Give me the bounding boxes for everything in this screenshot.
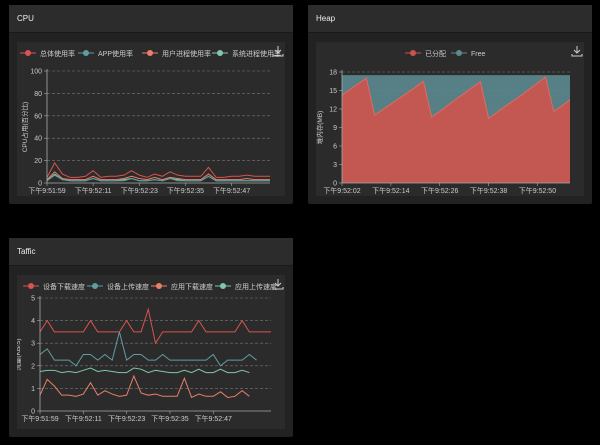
y-tick-label: 6 xyxy=(333,144,337,151)
legend-dot xyxy=(83,50,89,56)
legend-label: 设备下载速度 xyxy=(43,282,85,291)
legend-label: Free xyxy=(471,51,486,58)
legend-label: 应用上传速度 xyxy=(235,282,277,291)
legend-dot xyxy=(220,283,226,289)
download-glyph xyxy=(571,46,583,57)
legend-dot xyxy=(456,50,462,56)
series-line xyxy=(46,161,270,178)
x-tick-label: 下午9:52:26 xyxy=(421,186,458,195)
y-tick-label: 9 xyxy=(333,125,337,132)
card-title: Taffic xyxy=(9,238,293,266)
x-tick-label: 下午9:52:50 xyxy=(519,186,556,195)
card-title: CPU xyxy=(9,5,293,33)
x-tick-label: 下午9:52:47 xyxy=(195,414,232,423)
y-tick-label: 0 xyxy=(31,409,35,416)
legend-dot xyxy=(92,283,98,289)
series-line xyxy=(46,174,270,182)
download-icon[interactable] xyxy=(571,46,583,57)
x-tick-label: 下午9:52:23 xyxy=(108,414,145,423)
download-icon[interactable] xyxy=(272,279,284,290)
card-title: Heap xyxy=(308,5,592,33)
x-tick-label: 下午9:52:11 xyxy=(65,414,102,423)
y-axis-label: 流量(KB/S) xyxy=(17,338,22,370)
y-tick-label: 15 xyxy=(329,88,337,95)
y-tick-label: 12 xyxy=(329,107,337,114)
legend-dot xyxy=(156,283,162,289)
download-glyph xyxy=(272,279,284,290)
y-tick-label: 80 xyxy=(34,91,42,98)
heap-card: Heap 已分配 Free 0 3 6 9 12 15 18 堆内存(MB) 下午9:52:02 下午… xyxy=(308,5,592,204)
y-axis-label: 堆内存(MB) xyxy=(316,111,324,145)
x-tick-label: 下午9:52:14 xyxy=(372,186,409,195)
x-tick-label: 下午9:52:23 xyxy=(121,186,158,195)
legend-dot xyxy=(217,50,223,56)
y-tick-label: 0 xyxy=(333,181,337,188)
legend-dot xyxy=(147,50,153,56)
series-line xyxy=(39,367,250,374)
y-tick-label: 18 xyxy=(329,70,337,77)
series-line xyxy=(39,307,271,345)
legend-label: 系统进程使用率 xyxy=(232,49,281,58)
legend-dot xyxy=(28,283,34,289)
cpu-chart: 总体使用率 APP使用率 用户进程使用率 系统进程使用率 0 20 40 60 80 100 CPU… xyxy=(17,42,285,196)
y-tick-label: 3 xyxy=(31,341,35,348)
y-tick-label: 2 xyxy=(31,363,35,370)
y-axis-label: CPU占用(百分比) xyxy=(20,102,29,153)
traffic-card: Taffic 设备下载速度 设备上传速度 应用下载速度 应用上传速度 0 1 2 3 4 5 流量(… xyxy=(9,238,293,437)
x-tick-label: 下午9:52:35 xyxy=(167,186,204,195)
y-tick-label: 60 xyxy=(34,113,42,120)
allocated-line xyxy=(341,76,571,120)
x-tick-label: 下午9:52:11 xyxy=(75,186,112,195)
legend-label: APP使用率 xyxy=(98,49,133,58)
series-line xyxy=(39,374,250,399)
x-tick-label: 下午9:52:02 xyxy=(323,186,360,195)
x-tick-label: 下午9:52:35 xyxy=(151,414,188,423)
legend-label: 设备上传速度 xyxy=(107,282,149,291)
y-tick-label: 100 xyxy=(30,69,42,76)
y-tick-label: 0 xyxy=(38,181,42,188)
legend-dot xyxy=(410,50,416,56)
traffic-chart: 设备下载速度 设备上传速度 应用下载速度 应用上传速度 0 1 2 3 4 5 流量(KB/S) 下午… xyxy=(17,275,285,429)
allocated-area xyxy=(342,76,570,183)
cpu-card: CPU 总体使用率 APP使用率 用户进程使用率 系统进程使用率 0 20 40 60 80 10… xyxy=(9,5,293,204)
x-tick-label: 下午9:51:59 xyxy=(28,186,65,195)
legend-label: 用户进程使用率 xyxy=(162,49,211,58)
download-glyph xyxy=(272,46,284,57)
y-tick-label: 5 xyxy=(31,296,35,303)
y-tick-label: 4 xyxy=(31,318,35,325)
series-line xyxy=(46,171,270,181)
series-line xyxy=(39,331,257,367)
y-tick-label: 20 xyxy=(34,158,42,165)
legend-dot xyxy=(25,50,31,56)
y-tick-label: 40 xyxy=(34,136,42,143)
legend-label: 总体使用率 xyxy=(40,49,75,58)
x-tick-label: 下午9:51:59 xyxy=(21,414,58,423)
legend-label: 已分配 xyxy=(425,49,446,58)
download-icon[interactable] xyxy=(272,46,284,57)
y-tick-label: 3 xyxy=(333,162,337,169)
x-tick-label: 下午9:52:38 xyxy=(470,186,507,195)
legend-label: 应用下载速度 xyxy=(171,282,213,291)
y-tick-label: 1 xyxy=(31,386,35,393)
heap-chart: 已分配 Free 0 3 6 9 12 15 18 堆内存(MB) 下午9:52:02 下午9:52:… xyxy=(316,42,584,196)
x-tick-label: 下午9:52:47 xyxy=(213,186,250,195)
